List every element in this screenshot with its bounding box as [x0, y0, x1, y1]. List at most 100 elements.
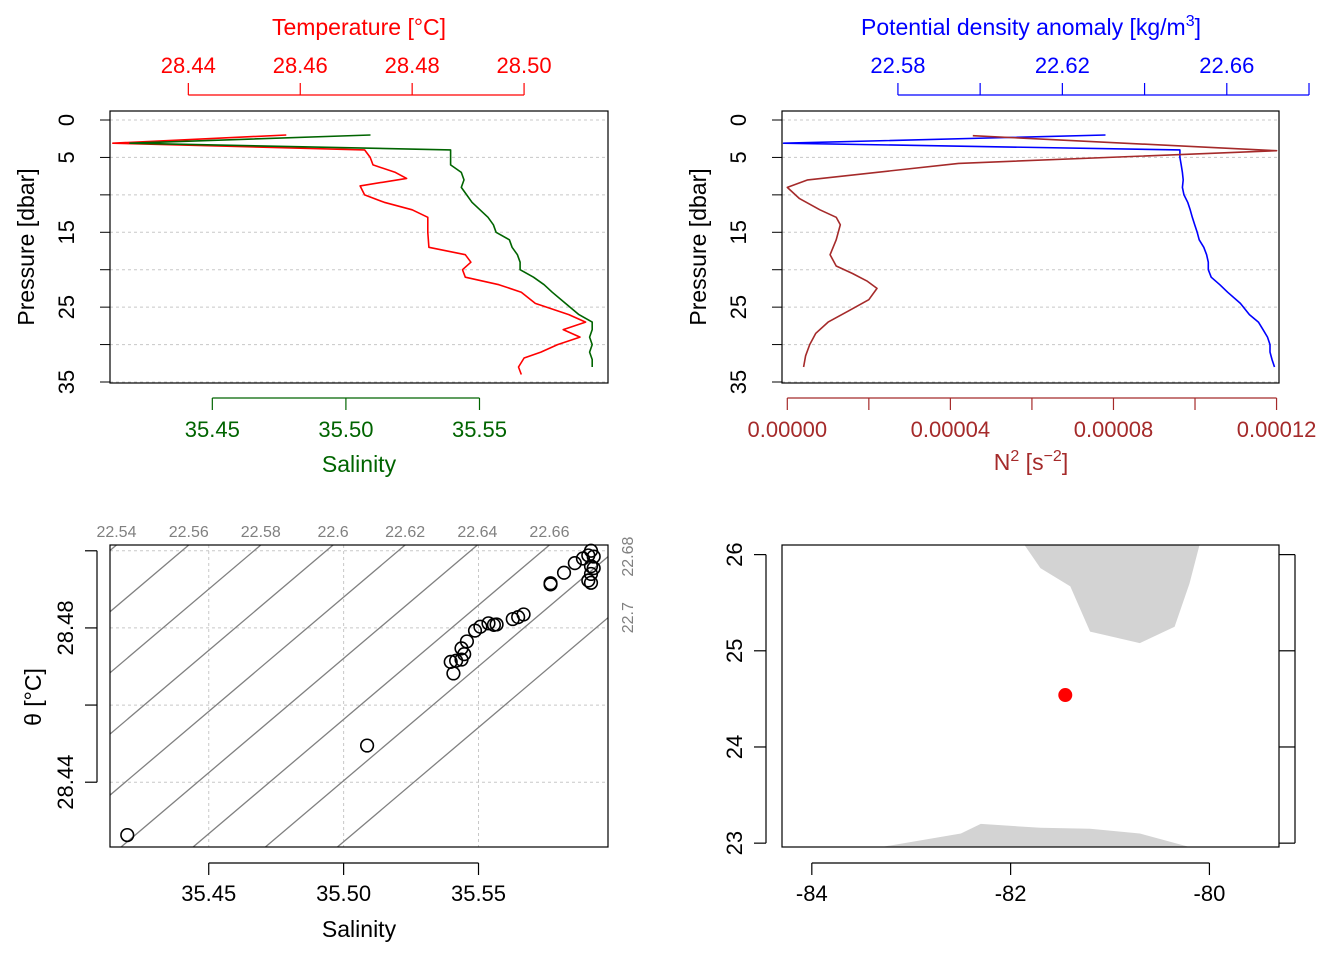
p2-plot-frame	[781, 110, 1280, 384]
p3-isopycnal-line-22-66	[192, 545, 550, 847]
p1-ytick-label-5: 5	[54, 151, 79, 163]
p1-series-line-1	[129, 134, 593, 367]
p4-land-polygon-0	[1024, 545, 1200, 644]
p1-y-axis-label: Pressure [dbar]	[13, 168, 39, 325]
p2-series-line-0	[782, 134, 1276, 368]
p3-data-point-10	[473, 619, 488, 634]
p3-isopycnals	[110, 545, 608, 847]
p4-xtick-label-84: -84	[796, 881, 828, 906]
p3-xtick-label-35-55: 35.55	[451, 881, 506, 906]
p3-isopycnal-label-22-58: 22.58	[241, 524, 281, 541]
p3-data-point-2	[446, 666, 461, 681]
p2-series	[782, 134, 1278, 368]
p3-isopycnal-labels: 22.54 22.56 22.58 22.6 22.62 22.64 22.66 22.68 2…	[96, 524, 637, 633]
p3-isopycnal-label-22-6: 22.6	[318, 524, 349, 541]
p3-plot-frame	[109, 544, 609, 848]
p3-isopycnal-label-22-54: 22.54	[96, 524, 136, 541]
p3-points	[120, 543, 601, 843]
p1-grid	[110, 119, 608, 383]
p3-isopycnal-line-22-56	[110, 545, 190, 613]
p3-isopycnal-line-22-6	[110, 545, 334, 735]
p1-ytick-label-25: 25	[54, 295, 79, 319]
p3-data-point-20	[567, 556, 582, 571]
p4-plot-frame	[781, 544, 1280, 848]
p3-data-point-1	[359, 738, 375, 753]
p3-isopycnal-label-22-7: 22.7	[620, 602, 637, 633]
station-map-panel: -84 -82 -80 23 24 25 26	[722, 542, 1296, 906]
p3-isopycnal-label-22-56: 22.56	[169, 524, 209, 541]
p4-ytick-label-26: 26	[722, 542, 747, 566]
ts-diagram-panel: 22.54 22.56 22.58 22.6 22.62 22.64 22.66 22.68 2…	[20, 524, 637, 942]
p3-isopycnal-line-22-64	[120, 545, 478, 847]
p2-bottom-tick-label-0-00012: 0.00012	[1237, 417, 1317, 442]
p4-xtick-label-82: -82	[995, 881, 1027, 906]
p3-isopycnal-label-22-62: 22.62	[385, 524, 425, 541]
p1-bottom-tick-label-35-50: 35.50	[318, 417, 373, 442]
p1-top-tick-label-28-46: 28.46	[273, 53, 328, 78]
p3-data-point-16	[516, 607, 531, 622]
p4-ytick-label-23: 23	[722, 831, 747, 855]
p4-station-marker	[1058, 688, 1073, 703]
p3-isopycnal-line-22-7	[336, 616, 608, 847]
p1-top-tick-label-28-44: 28.44	[161, 53, 216, 78]
p3-isopycnal-label-22-66: 22.66	[529, 524, 569, 541]
p1-ytick-label-0: 0	[54, 114, 79, 126]
p3-grid	[110, 545, 608, 847]
p3-xtick-label-35-50: 35.50	[316, 881, 371, 906]
p1-series-line-0	[112, 134, 587, 375]
p3-data-point-29	[583, 575, 599, 590]
p4-axes: -84 -82 -80 23 24 25 26	[722, 542, 1296, 906]
p3-axes: 35.45 35.50 35.55 28.44 28.48	[53, 550, 506, 906]
density-n2-profile-panel: 0 5 15 25 35 22.58 22.62 22.66 0.00000 0.00004 0.0…	[685, 13, 1316, 475]
p2-ytick-label-15: 15	[726, 220, 751, 244]
p1-axes: 0 5 15 25 35 28.44 28.46 28.48 28.50 35.45 35.50 35…	[54, 53, 552, 442]
p3-data-point-28	[581, 573, 596, 588]
p3-data-point-11	[481, 616, 496, 631]
p4-land	[881, 545, 1200, 847]
p3-ytick-label-28-48: 28.48	[53, 600, 78, 655]
p1-top-axis-label: Temperature [°C]	[272, 14, 446, 40]
p1-bottom-tick-label-35-45: 35.45	[185, 417, 240, 442]
p3-isopycnal-line-22-62	[110, 545, 406, 796]
p4-xtick-label-80: -80	[1194, 881, 1226, 906]
p3-ytick-label-28-44: 28.44	[53, 755, 78, 810]
p4-ytick-label-25: 25	[722, 639, 747, 663]
p1-series	[112, 134, 593, 375]
p3-isopycnal-line-22-58	[110, 545, 262, 674]
p3-data-point-24	[586, 549, 601, 564]
p2-top-tick-label-22-66: 22.66	[1199, 53, 1254, 78]
p3-data-point-18	[543, 576, 558, 591]
p3-isopycnal-label-22-64: 22.64	[457, 524, 497, 541]
p3-x-axis-label: Salinity	[322, 916, 397, 942]
p3-y-axis-label: θ [°C]	[20, 668, 46, 726]
p2-ytick-label-35: 35	[726, 370, 751, 394]
p2-top-tick-label-22-58: 22.58	[870, 53, 925, 78]
p3-data-point-3	[443, 654, 458, 669]
p2-ytick-label-0: 0	[726, 114, 751, 126]
p3-data-point-8	[459, 634, 475, 649]
p3-xtick-label-35-45: 35.45	[181, 881, 236, 906]
p3-data-point-25	[583, 559, 599, 574]
p1-ytick-label-15: 15	[54, 220, 79, 244]
p4-land-polygon-1	[881, 823, 1190, 847]
p2-axes: 0 5 15 25 35 22.58 22.62 22.66 0.00000 0.00004 0.0…	[726, 53, 1316, 442]
p2-bottom-axis-label: N2 [s−2]	[994, 448, 1068, 475]
p2-y-axis-label: Pressure [dbar]	[685, 168, 711, 325]
ts-profile-panel: 0 5 15 25 35 28.44 28.46 28.48 28.50 35.45 35.50 35…	[13, 14, 609, 477]
p1-top-tick-label-28-48: 28.48	[385, 53, 440, 78]
p2-ytick-label-25: 25	[726, 295, 751, 319]
p4-ytick-label-24: 24	[722, 735, 747, 759]
p2-bottom-tick-label-0-00004: 0.00004	[911, 417, 991, 442]
p3-data-point-19	[556, 565, 572, 580]
p3-isopycnal-label-22-68: 22.68	[620, 537, 637, 577]
p2-bottom-tick-label-0-00000: 0.00000	[748, 417, 828, 442]
p3-isopycnal-line-22-68	[264, 555, 608, 847]
p3-data-point-13	[489, 617, 504, 632]
p1-top-tick-label-28-50: 28.50	[497, 53, 552, 78]
p2-top-tick-label-22-62: 22.62	[1035, 53, 1090, 78]
p3-data-point-27	[583, 566, 599, 582]
p1-ytick-label-35: 35	[54, 370, 79, 394]
p1-plot-frame	[109, 110, 609, 384]
p2-series-line-1	[786, 134, 1278, 368]
